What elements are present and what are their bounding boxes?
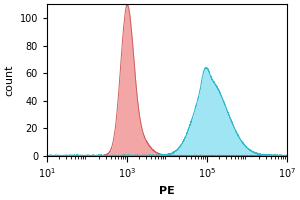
X-axis label: PE: PE <box>159 186 175 196</box>
Y-axis label: count: count <box>4 64 14 96</box>
